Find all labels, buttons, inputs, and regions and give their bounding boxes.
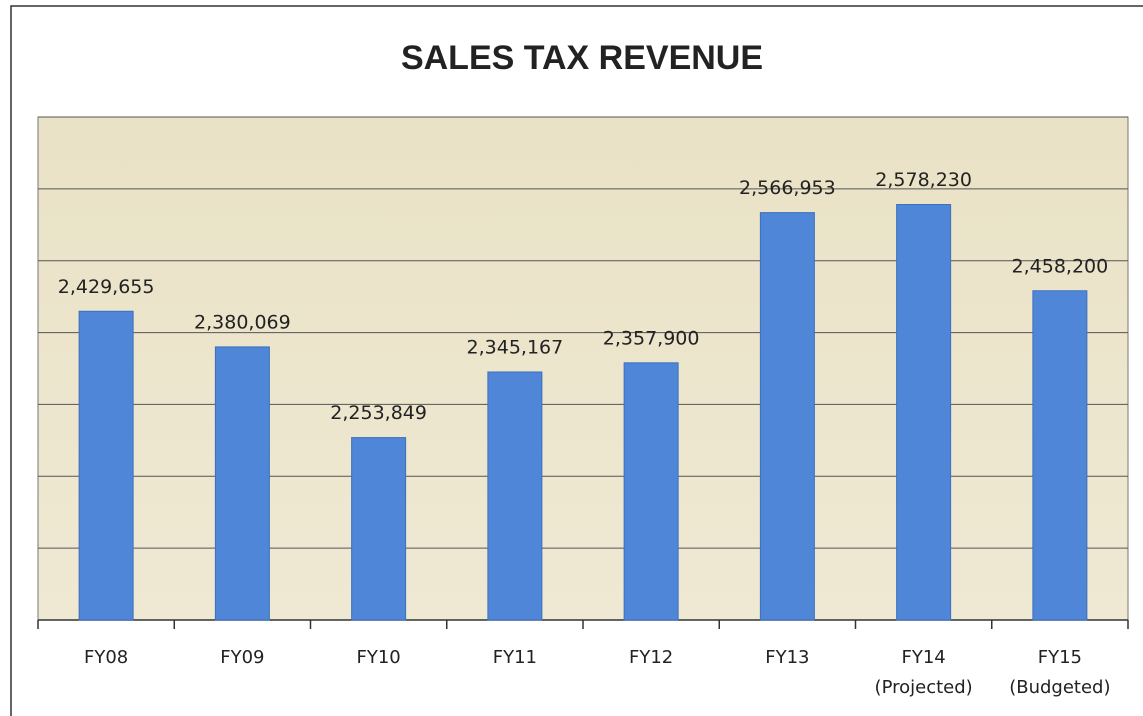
x-tick-label: FY09 — [220, 647, 264, 668]
x-tick-label: FY14 (Projected) — [875, 647, 973, 698]
bar — [487, 371, 543, 621]
bar — [214, 346, 270, 621]
data-label: 2,253,849 — [330, 402, 427, 424]
x-tick-label: FY10 — [356, 647, 400, 668]
bar — [351, 437, 407, 621]
data-label: 2,458,200 — [1012, 255, 1109, 277]
bar — [78, 310, 134, 621]
x-tick-label: FY13 — [765, 647, 809, 668]
bar — [759, 212, 815, 621]
x-tick-label: FY08 — [84, 647, 128, 668]
plot-area — [37, 116, 1129, 621]
bar — [623, 362, 679, 621]
bar — [1032, 290, 1088, 621]
data-label: 2,345,167 — [467, 336, 564, 358]
chart-title: SALES TAX REVENUE — [401, 39, 763, 77]
x-tick-label: FY15 (Budgeted) — [1009, 647, 1110, 698]
data-label: 2,380,069 — [194, 311, 291, 333]
data-label: 2,357,900 — [603, 327, 700, 349]
x-tick-label: FY11 — [493, 647, 537, 668]
data-label: 2,578,230 — [875, 169, 972, 191]
data-label: 2,566,953 — [739, 177, 836, 199]
data-label: 2,429,655 — [58, 276, 155, 298]
frame — [10, 5, 1143, 716]
x-tick-label: FY12 — [629, 647, 673, 668]
bar — [896, 204, 952, 621]
